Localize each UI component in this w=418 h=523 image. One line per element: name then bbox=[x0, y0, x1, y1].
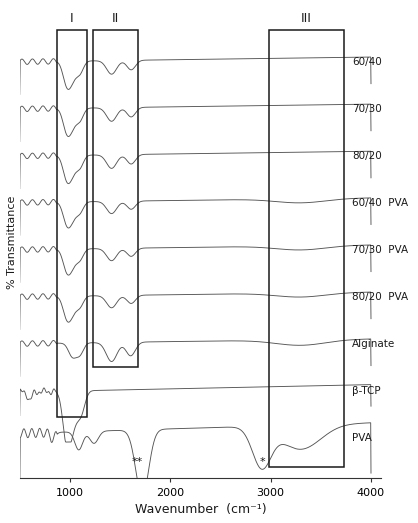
Text: β-TCP: β-TCP bbox=[352, 386, 380, 396]
Bar bbox=[93, 30, 138, 367]
Text: 80/20: 80/20 bbox=[352, 151, 382, 161]
Text: 60/40  PVA: 60/40 PVA bbox=[352, 198, 408, 208]
Text: 80/20  PVA: 80/20 PVA bbox=[352, 292, 408, 302]
Text: I: I bbox=[70, 13, 74, 25]
Text: **: ** bbox=[132, 458, 143, 468]
Text: 60/40: 60/40 bbox=[352, 56, 382, 66]
Text: PVA: PVA bbox=[352, 433, 372, 444]
Text: III: III bbox=[301, 13, 312, 25]
Text: II: II bbox=[112, 13, 119, 25]
Text: 70/30  PVA: 70/30 PVA bbox=[352, 245, 408, 255]
Y-axis label: % Transmittance: % Transmittance bbox=[7, 196, 17, 289]
Bar bbox=[57, 30, 87, 417]
Bar bbox=[269, 30, 344, 467]
Text: Alginate: Alginate bbox=[352, 339, 395, 349]
X-axis label: Wavenumber  (cm⁻¹): Wavenumber (cm⁻¹) bbox=[135, 503, 266, 516]
Text: 70/30: 70/30 bbox=[352, 104, 382, 113]
Text: *: * bbox=[260, 458, 265, 468]
